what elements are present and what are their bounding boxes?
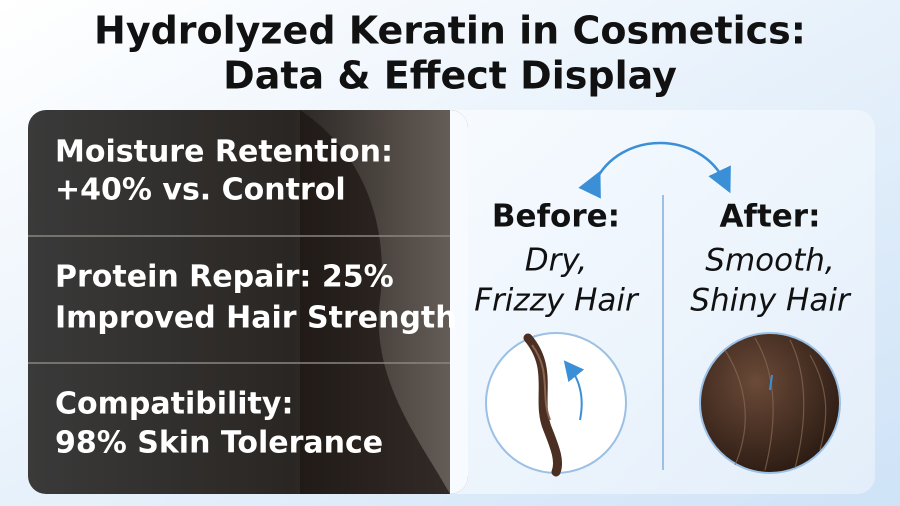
left-panel xyxy=(28,110,468,494)
hair-shape xyxy=(300,110,450,494)
title-line: Data & Effect Display xyxy=(223,54,677,98)
stat-text: +40% vs. Control xyxy=(55,173,346,208)
before-text: Dry, xyxy=(525,243,587,279)
hair-frizz xyxy=(531,344,551,421)
repair-arrow xyxy=(563,360,585,421)
stat-text: Compatibility: xyxy=(55,387,293,422)
after-text: Smooth, xyxy=(705,243,834,279)
stat-text: 98% Skin Tolerance xyxy=(55,426,383,461)
shine-strands xyxy=(724,337,827,471)
title-line: Hydrolyzed Keratin in Cosmetics: xyxy=(94,9,806,53)
stat-text: Improved Hair Strength xyxy=(55,301,457,336)
stat-text: Moisture Retention: xyxy=(55,135,393,170)
swap-arrow xyxy=(578,141,731,199)
before-text: Frizzy Hair xyxy=(474,283,640,319)
after-heading: After: xyxy=(719,199,820,235)
after-circle xyxy=(699,332,841,474)
panel-edge xyxy=(450,110,468,494)
shine-mark xyxy=(769,374,773,391)
before-heading: Before: xyxy=(492,199,620,235)
after-text: Shiny Hair xyxy=(690,283,852,319)
stat-text: Protein Repair: 25% xyxy=(55,260,394,295)
